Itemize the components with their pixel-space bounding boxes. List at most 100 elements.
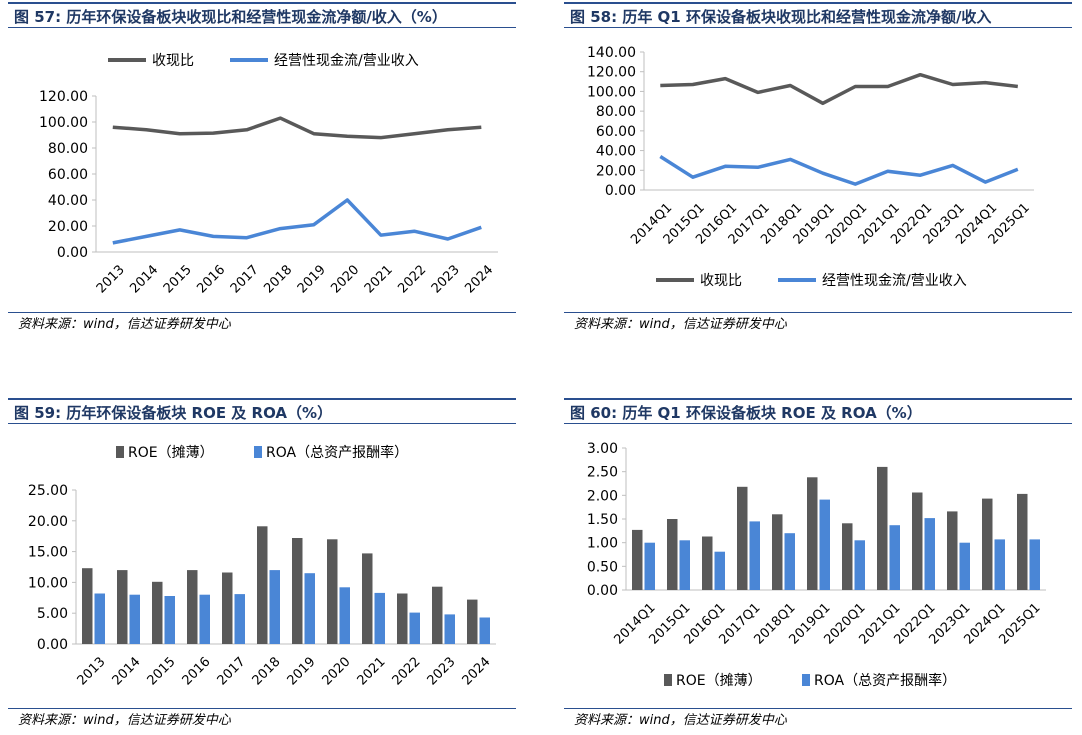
bar-roe	[362, 553, 373, 644]
bar-roa	[94, 593, 105, 644]
x-tick-label: 2016	[180, 654, 214, 688]
y-tick-label: 0.00	[587, 583, 618, 599]
line-chart-57: 0.00 20.00 40.00 60.00 80.00 100.00 120.00 2013…	[39, 53, 498, 296]
bar-roa	[444, 614, 455, 644]
x-tick-label: 2014	[110, 654, 144, 688]
x-tick-label: 2014	[127, 262, 161, 296]
y-tick-label: 0.00	[57, 245, 88, 261]
bar-roa	[749, 521, 760, 590]
bar-roa	[959, 542, 970, 590]
chart-area: 0.00 20.00 40.00 60.00 80.00 100.00 120.00 2013…	[8, 32, 516, 308]
bar-roe	[912, 492, 923, 590]
bar-roa	[234, 594, 245, 644]
chart-area: 0.00 5.00 10.00 15.00 20.00 25.00 2013 2014 2015…	[8, 428, 516, 706]
bar-roe	[982, 498, 993, 590]
y-tick-label: 20.00	[48, 219, 88, 235]
bar-roe	[877, 466, 888, 590]
legend-label: 经营性现金流/营业收入	[822, 273, 967, 289]
x-tick-label: 2017	[215, 654, 249, 688]
bar-roa	[854, 540, 865, 590]
source-note: 资料来源：wind，信达证券研发中心	[564, 312, 1072, 336]
y-tick-label: 60.00	[596, 124, 636, 140]
y-tick-label: 140.00	[587, 45, 636, 61]
y-tick-label: 15.00	[28, 545, 68, 561]
bar-roe	[257, 526, 268, 644]
series-line-1	[660, 72, 1019, 106]
legend-label: 经营性现金流/营业收入	[274, 53, 419, 69]
x-tick-label: 2013	[94, 262, 128, 296]
x-tick-label: 2022	[395, 262, 429, 296]
bar-roa	[784, 533, 795, 590]
bar-roe	[467, 599, 478, 644]
y-tick-label: 5.00	[37, 606, 68, 622]
bar-roe	[807, 477, 818, 590]
legend-swatch	[664, 674, 672, 686]
bar-roe	[397, 593, 408, 644]
y-tick-label: 40.00	[48, 193, 88, 209]
chart-title: 图 60: 历年 Q1 环保设备板块 ROE 及 ROA（%）	[564, 398, 1072, 424]
line-chart-58: 0.00 20.00 40.00 60.00 80.00 100.00 120.00 140.…	[587, 45, 1034, 289]
legend-label: ROE（摊薄）	[128, 445, 214, 461]
bar-roe	[292, 538, 303, 644]
bar-roa	[129, 594, 140, 644]
y-tick-label: 10.00	[28, 575, 68, 591]
legend-label: ROA（总资产报酬率）	[814, 672, 956, 689]
y-tick-label: 0.00	[605, 183, 636, 199]
y-tick-label: 0.50	[587, 559, 618, 575]
x-tick-label: 2019	[285, 654, 319, 688]
y-tick-label: 120.00	[587, 65, 636, 81]
legend-swatch	[254, 446, 262, 458]
y-tick-label: 60.00	[48, 167, 88, 183]
x-tick-label: 2023	[429, 262, 463, 296]
x-tick-label: 2020	[320, 654, 354, 688]
y-tick-label: 0.00	[37, 637, 68, 653]
chart-area: 0.00 0.50 1.00 1.50 2.00 2.50 3.00 2014Q1 2015Q1…	[564, 428, 1072, 706]
bar-roe	[432, 586, 443, 644]
y-tick-label: 100.00	[587, 84, 636, 100]
x-tick-label: 2020	[328, 262, 362, 296]
x-tick-label: 2018	[261, 262, 295, 296]
bar-chart-60: 0.000.501.001.502.002.503.002014Q12015Q1…	[587, 441, 1046, 689]
bar-roe	[1017, 493, 1028, 590]
x-tick-label: 2018	[250, 654, 284, 688]
y-tick-label: 25.00	[28, 483, 68, 499]
source-note: 资料来源：wind，信达证券研发中心	[564, 708, 1072, 732]
chart-title: 图 57: 历年环保设备板块收现比和经营性现金流净额/收入（%）	[8, 2, 516, 28]
bar-roa	[1029, 539, 1040, 590]
source-note: 资料来源：wind，信达证券研发中心	[8, 708, 516, 732]
legend-swatch	[116, 446, 124, 458]
legend-label: ROE（摊薄）	[676, 673, 762, 689]
bar-roe	[222, 572, 233, 644]
legend-label: 收现比	[700, 273, 742, 289]
bar-roe	[947, 511, 958, 590]
y-tick-label: 1.50	[587, 512, 618, 528]
y-tick-label: 40.00	[596, 144, 636, 160]
series-line-1	[112, 116, 482, 140]
x-tick-label: 2016	[194, 262, 228, 296]
bar-roa	[889, 525, 900, 590]
bar-roe	[667, 519, 678, 590]
chart-panel-59: 图 59: 历年环保设备板块 ROE 及 ROA（%） 0.00 5.00 10.0…	[8, 398, 516, 735]
bar-roe	[327, 539, 338, 644]
x-tick-label: 2015	[145, 654, 179, 688]
legend-label: ROA（总资产报酬率）	[266, 444, 408, 461]
legend-swatch	[802, 674, 810, 686]
x-tick-label: 2024	[460, 654, 494, 688]
bar-roa	[679, 540, 690, 590]
series-line-2	[659, 155, 1019, 186]
chart-title: 图 58: 历年 Q1 环保设备板块收现比和经营性现金流净额/收入	[564, 2, 1072, 28]
bar-roa	[199, 594, 210, 644]
chart-panel-58: 图 58: 历年 Q1 环保设备板块收现比和经营性现金流净额/收入 0.00 20…	[564, 2, 1072, 336]
y-tick-label: 100.00	[39, 115, 88, 131]
y-tick-label: 80.00	[48, 141, 88, 157]
y-tick-label: 2.00	[587, 488, 618, 504]
bar-roa	[304, 573, 315, 644]
bar-roa	[269, 570, 280, 644]
bar-roe	[772, 514, 783, 590]
bar-roa	[819, 499, 830, 590]
x-tick-label: 2021	[362, 262, 396, 296]
bar-roa	[409, 612, 420, 644]
bar-roe	[632, 529, 643, 590]
bar-roa	[479, 617, 490, 644]
y-tick-label: 20.00	[28, 514, 68, 530]
